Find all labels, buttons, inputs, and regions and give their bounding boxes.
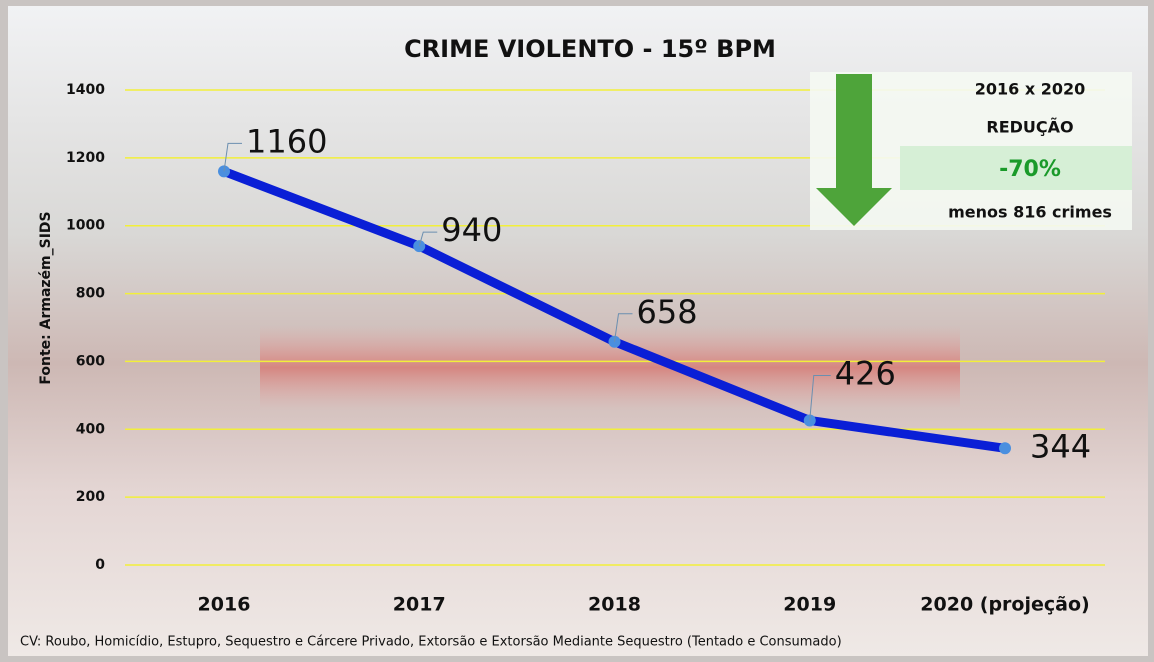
- data-label: 940: [441, 211, 502, 249]
- leader-line: [809, 374, 831, 421]
- inset-heading: REDUÇÃO: [986, 118, 1073, 137]
- inset-detail: menos 816 crimes: [948, 203, 1112, 222]
- inset-period: 2016 x 2020: [975, 80, 1086, 99]
- y-tick-label: 800: [76, 286, 105, 302]
- x-tick-label: 2016: [198, 594, 251, 616]
- data-label: 426: [835, 354, 896, 392]
- inset-box: 2016 x 2020 REDUÇÃO -70% menos 816 crime…: [810, 72, 1132, 230]
- x-tick-label: 2019: [783, 594, 836, 616]
- y-tick-label: 600: [76, 353, 105, 369]
- data-label: 1160: [246, 122, 327, 160]
- y-tick-label: 0: [95, 557, 105, 573]
- footnote: CV: Roubo, Homicídio, Estupro, Sequestro…: [20, 635, 842, 650]
- y-axis-label: Fonte: Armazém_SIDS: [38, 211, 54, 384]
- y-tick-label: 1000: [66, 218, 105, 234]
- leader-line: [223, 142, 242, 172]
- data-label: 344: [1030, 427, 1091, 465]
- x-tick-label: 2017: [393, 594, 446, 616]
- down-arrow: [816, 74, 892, 226]
- x-tick-label: 2018: [588, 594, 641, 616]
- leader-line: [614, 313, 633, 342]
- y-tick-label: 200: [76, 489, 105, 505]
- data-point: [999, 442, 1011, 455]
- inset-change: -70%: [999, 157, 1061, 182]
- data-label: 658: [637, 293, 698, 331]
- y-tick-label: 400: [76, 421, 105, 437]
- y-tick-label: 1200: [66, 150, 105, 166]
- chart-title: CRIME VIOLENTO - 15º BPM: [404, 35, 776, 63]
- y-tick-label: 1400: [66, 82, 105, 98]
- inset-highlight: [900, 146, 1132, 190]
- x-tick-label: 2020 (projeção): [920, 594, 1089, 616]
- leader-line: [418, 231, 438, 247]
